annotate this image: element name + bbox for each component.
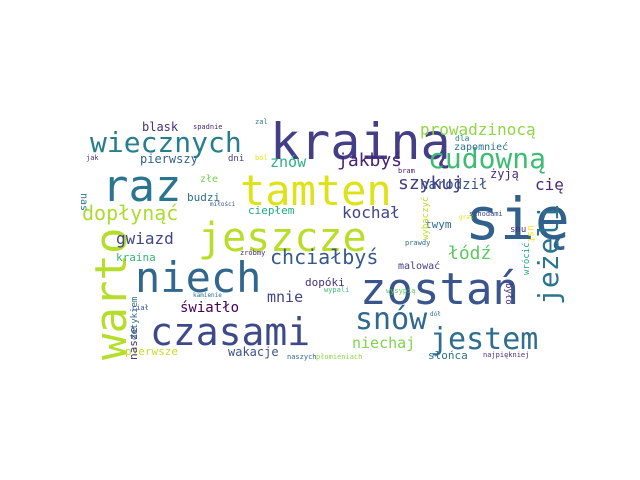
word: narodził (420, 177, 488, 193)
word: prawdy (405, 239, 431, 247)
word: zal (255, 118, 268, 126)
word: naszych (287, 353, 317, 361)
word: znów (270, 153, 307, 171)
word: złe (200, 174, 219, 185)
word: dni (228, 154, 245, 164)
word: wrócić (522, 242, 532, 275)
word: wiecznych (90, 126, 242, 159)
word: jeżeli (532, 203, 565, 305)
word: miłości (210, 201, 236, 208)
word: malować (398, 261, 441, 272)
word: płomieniach (316, 353, 363, 361)
word: ciepłem (248, 204, 295, 217)
word: było (503, 283, 513, 305)
word: grał (459, 214, 474, 221)
word: twym (425, 218, 452, 231)
word: jestem (430, 322, 539, 357)
word: blask (142, 120, 179, 134)
word: słońca (428, 349, 468, 362)
word: jak (86, 154, 99, 162)
word: spadnie (193, 123, 223, 131)
word: zróbmy (240, 249, 266, 257)
word: kochał (342, 203, 400, 222)
word: ciał (132, 304, 149, 312)
word: krainą (270, 113, 451, 171)
word: żyją (490, 167, 519, 181)
word: bram (398, 167, 415, 175)
word: światło (180, 300, 240, 316)
word: pierwsze (125, 345, 178, 358)
word: wakacje (228, 345, 279, 359)
word: łódź (448, 243, 492, 264)
word: schodami (469, 210, 503, 218)
word: wybaczyć (421, 196, 431, 240)
word: dopóki (305, 276, 345, 289)
word: budzi (187, 191, 221, 204)
word: jakbyś (337, 150, 403, 171)
word: mnie (267, 288, 304, 306)
word: zostań (360, 264, 519, 315)
word: dla (455, 134, 470, 143)
word: dół (430, 311, 441, 318)
word: kraina (116, 251, 156, 264)
word: cię (535, 175, 564, 194)
word: chciałbyś (270, 245, 379, 269)
word: dopłynąć (82, 201, 179, 225)
word: się (465, 185, 570, 253)
word: nas (78, 193, 89, 212)
word: wypali (324, 286, 350, 294)
word: cudowną (428, 142, 547, 175)
word: prowadzinocą (420, 120, 536, 139)
word: snów (355, 302, 428, 337)
word: snu (510, 225, 527, 235)
word: tamten (240, 166, 392, 215)
word: raz (102, 161, 182, 212)
word-cloud: się krainą tamten raz jeszcze niech zost… (78, 113, 576, 365)
word: niechaj (352, 334, 416, 352)
word: zapomnieć (454, 142, 509, 153)
word: najpiękniej (483, 351, 530, 359)
word: pierwszy (140, 152, 198, 166)
word: jeszcze (198, 215, 367, 261)
word: niech (135, 253, 262, 302)
word: wysypią (386, 287, 416, 295)
word: gwiazd (116, 229, 174, 248)
word: kamienie (193, 292, 222, 299)
word: ból (255, 154, 268, 162)
word: czasami (150, 310, 311, 354)
word: szykuj (398, 173, 464, 194)
word: ust (525, 225, 536, 244)
